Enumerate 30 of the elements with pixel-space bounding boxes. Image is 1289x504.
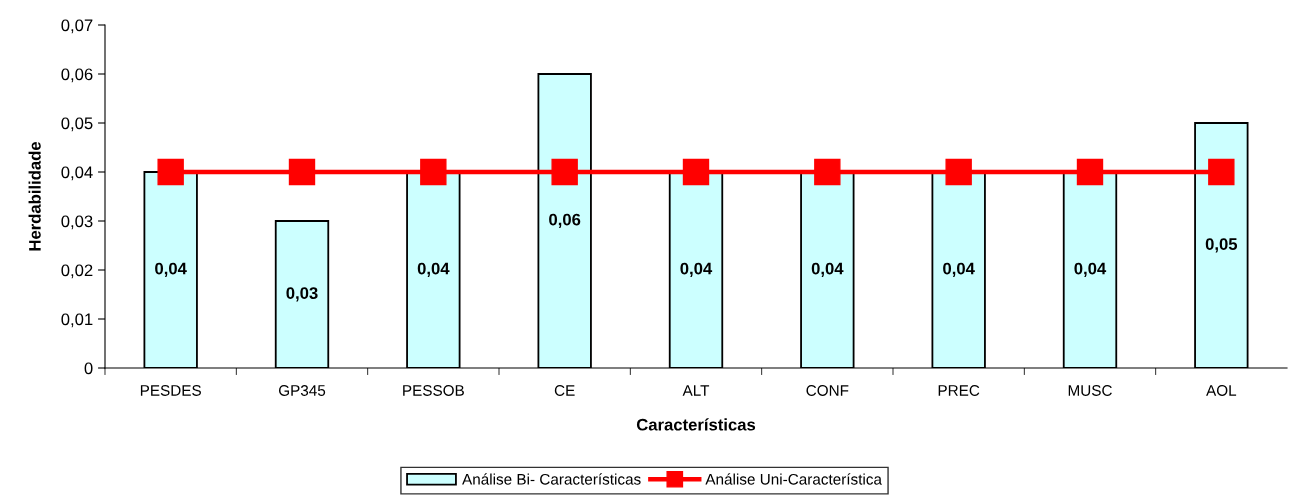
data-label: 0,05	[1205, 238, 1238, 253]
legend-label: Análise Bi- Características	[462, 473, 641, 485]
y-tick-label: 0,06	[61, 68, 93, 83]
y-tick-label: 0,02	[61, 264, 93, 279]
y-tick-label: 0	[84, 362, 93, 375]
y-tick-label: 0,03	[61, 215, 93, 230]
x-axis-title: Características	[636, 418, 756, 431]
data-label: 0,04	[811, 262, 844, 277]
x-tick-label: PESDES	[140, 385, 201, 396]
y-tick-label: 0,07	[61, 19, 93, 34]
x-tick-label: PESSOB	[403, 385, 464, 396]
data-label: 0,04	[1074, 262, 1107, 277]
x-tick-label: ALT	[682, 385, 710, 396]
y-tick-label: 0,01	[61, 313, 93, 328]
data-label: 0,04	[155, 262, 187, 277]
x-tick-label: AOL	[1206, 385, 1237, 396]
data-label: 0,04	[417, 262, 450, 277]
x-tick-label: GP345	[278, 385, 326, 396]
data-label: 0,06	[549, 213, 581, 228]
y-axis-title: Herdabilidade	[28, 141, 41, 251]
x-tick-label: PREC	[938, 385, 980, 396]
data-label: 0,04	[943, 262, 975, 277]
legend-label: Análise Uni-Característica	[705, 473, 882, 485]
y-tick-label: 0,05	[61, 117, 93, 132]
x-tick-label: CE	[554, 385, 575, 396]
x-tick-label: CONF	[806, 385, 849, 396]
data-label: 0,04	[680, 262, 713, 277]
data-label: 0,03	[286, 287, 318, 302]
x-tick-label: MUSC	[1068, 385, 1112, 396]
y-tick-label: 0,04	[61, 166, 93, 181]
